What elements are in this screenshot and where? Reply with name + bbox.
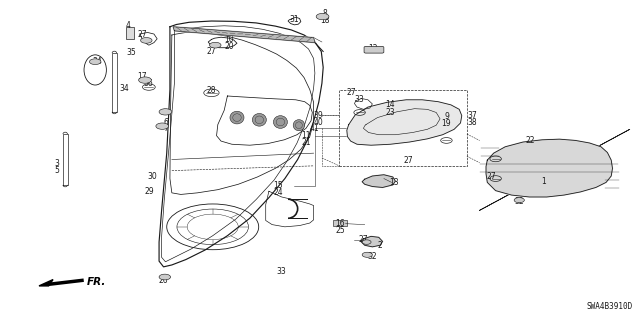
Text: 40: 40 (313, 118, 323, 128)
Polygon shape (347, 100, 462, 145)
Text: 33: 33 (277, 267, 287, 276)
Circle shape (156, 123, 169, 129)
Text: 7: 7 (163, 124, 168, 133)
Bar (333, 220, 347, 226)
Polygon shape (486, 139, 612, 197)
Text: 27: 27 (207, 47, 216, 56)
Text: 19: 19 (442, 119, 451, 129)
Text: 34: 34 (93, 57, 102, 66)
FancyBboxPatch shape (364, 47, 384, 53)
Text: 38: 38 (467, 117, 477, 127)
Text: 39: 39 (313, 111, 323, 120)
Polygon shape (362, 175, 396, 188)
Text: 29: 29 (144, 187, 154, 196)
Text: 2: 2 (378, 241, 383, 250)
Text: 18: 18 (321, 16, 330, 25)
Text: 15: 15 (273, 181, 283, 190)
Text: 16: 16 (335, 219, 345, 228)
Circle shape (316, 13, 329, 20)
Text: 4: 4 (126, 21, 131, 30)
Text: 27: 27 (404, 156, 413, 165)
Text: 13: 13 (389, 178, 399, 187)
Text: 20: 20 (225, 42, 234, 51)
Text: 27: 27 (137, 30, 147, 39)
Polygon shape (361, 236, 383, 247)
Text: 32: 32 (515, 197, 524, 206)
Text: 36: 36 (143, 79, 153, 88)
Circle shape (141, 38, 152, 43)
Circle shape (362, 240, 371, 244)
Ellipse shape (230, 111, 244, 124)
Circle shape (159, 274, 171, 280)
Bar (126, 27, 134, 39)
Text: 31: 31 (289, 15, 299, 24)
Text: 25: 25 (335, 226, 345, 235)
Ellipse shape (293, 120, 305, 131)
Text: 27: 27 (346, 88, 356, 97)
Polygon shape (39, 279, 53, 286)
Circle shape (514, 197, 524, 203)
Text: 17: 17 (137, 72, 147, 81)
Polygon shape (173, 27, 315, 43)
Text: 30: 30 (148, 172, 157, 181)
Text: 34: 34 (119, 85, 129, 93)
Text: 11: 11 (301, 131, 310, 140)
Text: 33: 33 (354, 95, 364, 104)
Text: 22: 22 (526, 136, 536, 145)
Text: FR.: FR. (87, 277, 106, 287)
Text: 35: 35 (127, 48, 136, 57)
Text: 27: 27 (358, 235, 368, 244)
Circle shape (139, 77, 152, 83)
Text: 27: 27 (487, 172, 497, 181)
Text: 10: 10 (225, 35, 234, 44)
Text: 28: 28 (207, 86, 216, 95)
Text: 24: 24 (273, 188, 283, 197)
Text: 23: 23 (385, 108, 395, 117)
Text: 26: 26 (158, 276, 168, 285)
Circle shape (209, 42, 221, 48)
Text: 14: 14 (385, 100, 395, 109)
Circle shape (159, 109, 172, 115)
Ellipse shape (252, 114, 266, 126)
Text: 32: 32 (367, 252, 377, 261)
Text: SWA4B3910D: SWA4B3910D (587, 302, 633, 311)
Ellipse shape (273, 116, 287, 128)
Circle shape (90, 59, 101, 64)
Text: 21: 21 (301, 138, 310, 147)
Text: 9: 9 (444, 112, 449, 121)
Text: 12: 12 (368, 44, 378, 54)
Text: 5: 5 (54, 166, 60, 175)
Text: 41: 41 (310, 124, 320, 133)
Text: 3: 3 (54, 159, 60, 168)
Text: 8: 8 (323, 9, 328, 18)
Text: 37: 37 (467, 111, 477, 120)
Circle shape (362, 252, 372, 257)
Text: 6: 6 (163, 117, 168, 127)
Text: 1: 1 (541, 177, 546, 186)
